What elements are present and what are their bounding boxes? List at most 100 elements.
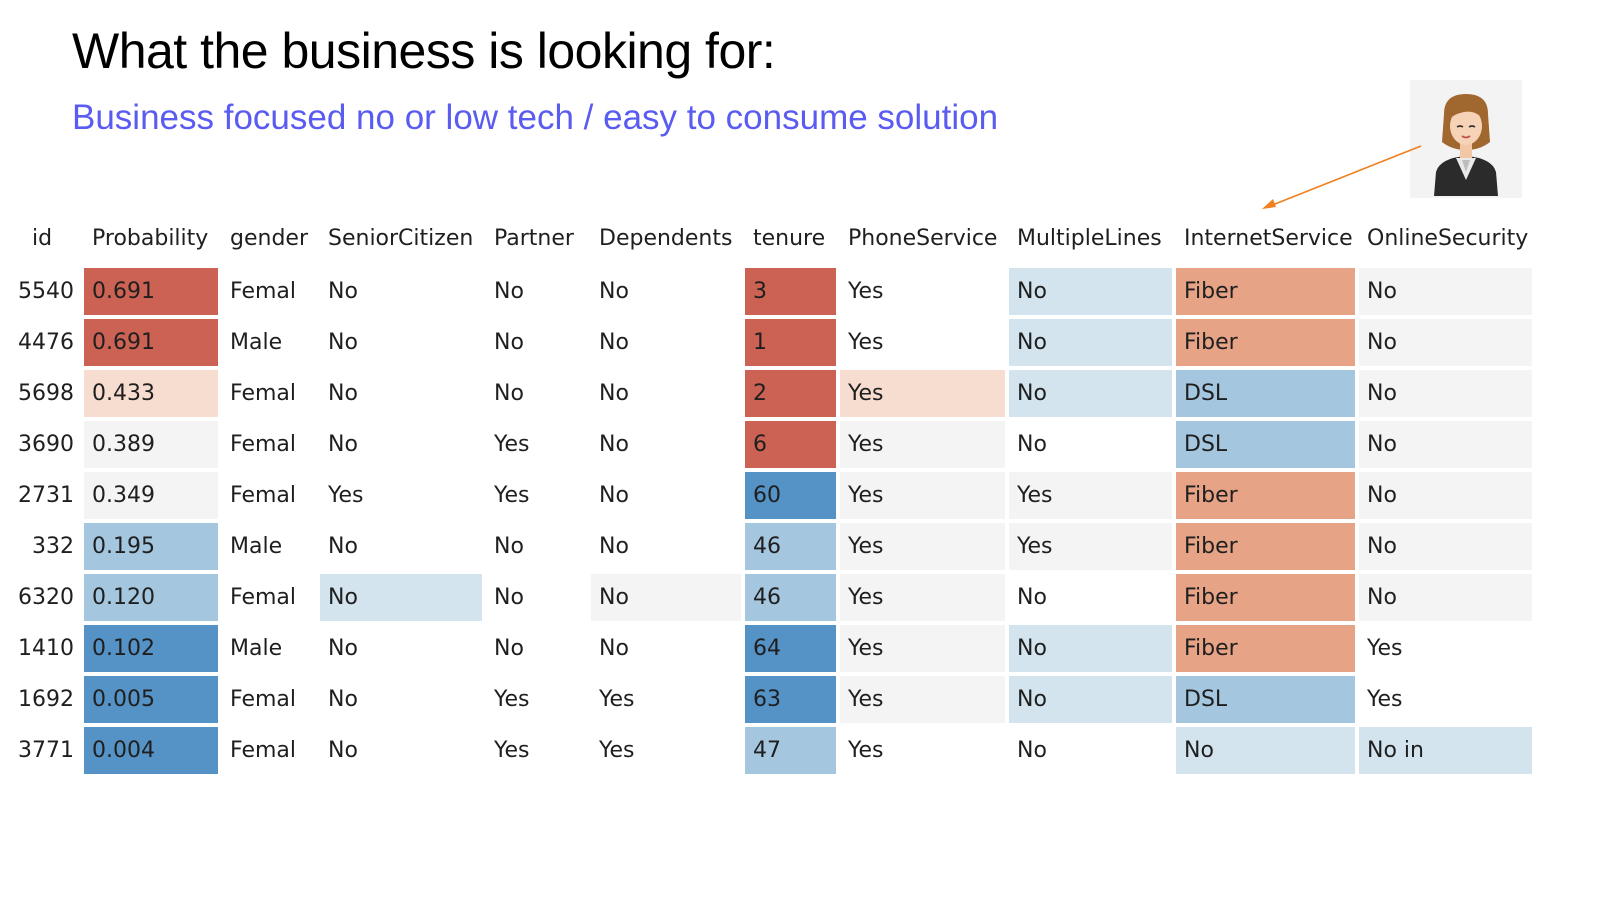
table-cell: No <box>1017 738 1047 763</box>
table-cell: Femal <box>230 687 297 712</box>
table-cell: 47 <box>745 727 836 774</box>
table-cell: Yes <box>494 687 530 712</box>
row-id: 2731 <box>18 483 74 508</box>
table-cell: No <box>1009 676 1172 723</box>
row-id: 5698 <box>18 381 74 406</box>
column-header: tenure <box>753 226 826 251</box>
churn-table: id Probability gender SeniorCitizen Partner D… <box>10 215 1532 776</box>
table-cell: Male <box>230 636 283 661</box>
column-header: Partner <box>494 226 574 251</box>
table-cell: No <box>494 636 524 661</box>
column-header: Probability <box>92 226 209 251</box>
table-cell: 0.120 <box>84 574 218 621</box>
table-cell: 0.004 <box>84 727 218 774</box>
table-cell: 64 <box>745 625 836 672</box>
table-cell: Yes <box>840 472 1005 519</box>
table-cell: Yes <box>1009 523 1172 570</box>
row-id: 332 <box>32 534 74 559</box>
table-cell: No <box>1009 370 1172 417</box>
table-cell: Yes <box>848 330 884 355</box>
table-cell: Femal <box>230 483 297 508</box>
table-cell: 0.389 <box>84 421 218 468</box>
row-id: 5540 <box>18 279 74 304</box>
table-cell: Yes <box>840 370 1005 417</box>
row-id: 1410 <box>18 636 74 661</box>
table-cell: 2 <box>745 370 836 417</box>
table-cell: No <box>599 279 629 304</box>
row-id: 6320 <box>18 585 74 610</box>
row-id: 3771 <box>18 738 74 763</box>
table-cell: Yes <box>1367 687 1403 712</box>
row-id: 3690 <box>18 432 74 457</box>
table-cell: No <box>1017 432 1047 457</box>
table-cell: Fiber <box>1176 625 1355 672</box>
table-cell: Yes <box>840 523 1005 570</box>
table-cell: No <box>328 279 358 304</box>
table-cell: No <box>1359 370 1532 417</box>
table-cell: No <box>1009 625 1172 672</box>
table-cell: No <box>1009 319 1172 366</box>
table-cell: DSL <box>1176 370 1355 417</box>
table-cell: Yes <box>494 432 530 457</box>
table-cell: Yes <box>1009 472 1172 519</box>
table-cell: No <box>494 534 524 559</box>
table-cell: Male <box>230 534 283 559</box>
column-header: gender <box>230 226 308 251</box>
table-cell: Femal <box>230 279 297 304</box>
table-cell: 3 <box>745 268 836 315</box>
table-cell: Male <box>230 330 283 355</box>
table-cell: Yes <box>494 483 530 508</box>
table-cell: No <box>494 381 524 406</box>
table-cell: No <box>1359 421 1532 468</box>
table-cell: No <box>328 432 358 457</box>
table-cell: No <box>494 330 524 355</box>
table-cell: No <box>1009 268 1172 315</box>
table-cell: No <box>599 330 629 355</box>
row-id: 4476 <box>18 330 74 355</box>
table-cell: No <box>1359 319 1532 366</box>
table-cell: Yes <box>1367 636 1403 661</box>
table-cell: 0.349 <box>84 472 218 519</box>
table-cell: Femal <box>230 738 297 763</box>
table-cell: 0.433 <box>84 370 218 417</box>
table-cell: Yes <box>840 421 1005 468</box>
table-cell: No <box>599 534 629 559</box>
column-header: OnlineSecurity <box>1367 226 1529 251</box>
row-id: 1692 <box>18 687 74 712</box>
table-cell: No <box>328 534 358 559</box>
table-cell: No <box>328 738 358 763</box>
table-cell: No <box>599 483 629 508</box>
table-cell: 60 <box>745 472 836 519</box>
table-cell: No <box>599 432 629 457</box>
table-cell: Fiber <box>1176 319 1355 366</box>
column-header: PhoneService <box>848 226 998 251</box>
table-cell: 0.691 <box>84 319 218 366</box>
table-cell: 6 <box>745 421 836 468</box>
column-header: id <box>31 226 53 251</box>
table-cell: No <box>328 636 358 661</box>
table-cell: No <box>320 574 482 621</box>
table-cell: Yes <box>848 279 884 304</box>
table-cell: No in <box>1359 727 1532 774</box>
table-cell: Fiber <box>1176 523 1355 570</box>
table-cell: Femal <box>230 432 297 457</box>
businesswoman-icon <box>1410 80 1522 198</box>
table-cell: Femal <box>230 381 297 406</box>
table-cell: No <box>1017 585 1047 610</box>
page-subtitle: Business focused no or low tech / easy t… <box>72 98 999 137</box>
column-header: SeniorCitizen <box>328 226 474 251</box>
table-cell: Fiber <box>1176 268 1355 315</box>
table-cell: No <box>1359 523 1532 570</box>
table-cell: 0.102 <box>84 625 218 672</box>
table-cell: 63 <box>745 676 836 723</box>
column-header: InternetService <box>1184 226 1353 251</box>
page-title: What the business is looking for: <box>72 23 776 79</box>
table-cell: Yes <box>848 738 884 763</box>
table-cell: DSL <box>1176 421 1355 468</box>
table-cell: No <box>1359 472 1532 519</box>
table-cell: Yes <box>840 574 1005 621</box>
table-cell: No <box>599 636 629 661</box>
table-cell: 1 <box>745 319 836 366</box>
table-cell: No <box>328 330 358 355</box>
table-cell: 0.195 <box>84 523 218 570</box>
